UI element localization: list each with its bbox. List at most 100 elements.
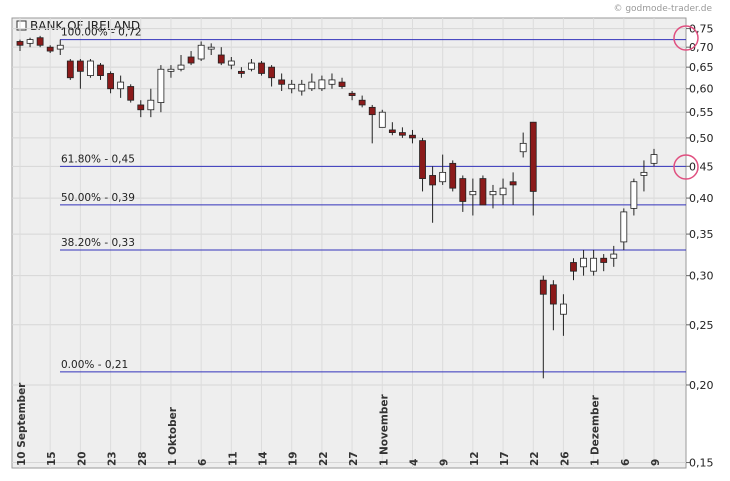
candle-body <box>167 68 175 72</box>
candle-body <box>338 81 346 87</box>
candle-body <box>298 83 306 92</box>
x-tick-label: 23 <box>107 451 119 466</box>
candle-body <box>207 46 215 50</box>
candle-body <box>26 39 34 44</box>
candle-body <box>529 121 537 192</box>
y-tick-label: 0,40 <box>689 192 714 205</box>
x-tick-label: 6 <box>620 459 632 466</box>
y-tick-label: 0,25 <box>689 319 714 332</box>
candle-body <box>56 44 64 50</box>
x-tick-label: 27 <box>348 451 360 466</box>
layer: 0,75 0,70 0,65 0,60 0,55 0,50 0,45 0,40 0,35 0,30… <box>12 18 714 470</box>
y-tick-label: 0,35 <box>689 228 714 241</box>
candle-body <box>429 175 437 186</box>
candle-body <box>197 44 205 60</box>
x-tick-label: 15 <box>46 451 58 466</box>
candle-body <box>560 303 567 315</box>
fib-label: 50.00% - 0,39 <box>61 192 135 204</box>
candle-body <box>469 191 477 196</box>
highlight-circle <box>673 154 699 180</box>
x-tick-label: 26 <box>559 451 571 466</box>
candle-body <box>46 46 54 52</box>
candle-body <box>409 134 416 139</box>
candle-body <box>459 178 467 202</box>
candle-body <box>630 181 638 209</box>
x-tick-label: 9 <box>439 459 451 466</box>
candle-body <box>288 83 296 90</box>
candle-body <box>650 154 658 164</box>
x-tick-label: 9 <box>650 459 662 466</box>
candle-body <box>479 178 487 206</box>
candle-body <box>348 92 356 96</box>
x-tick-label: 12 <box>469 451 481 466</box>
highlight-circle <box>673 25 699 51</box>
x-tick-label: 11 <box>227 451 239 466</box>
candle-body <box>177 64 185 70</box>
candle-body <box>107 73 114 90</box>
fib-label: 100.00% - 0,72 <box>61 27 142 39</box>
candle-body <box>308 81 316 90</box>
x-tick-label: 22 <box>529 451 541 466</box>
candle-body <box>489 191 497 196</box>
candle-body <box>227 60 235 66</box>
x-tick-label: 1 Oktober <box>167 406 179 466</box>
candle-body <box>570 262 577 272</box>
y-tick-label: 0,50 <box>689 132 714 145</box>
candle-body <box>610 253 618 259</box>
candle-body <box>499 187 507 196</box>
candle-body <box>600 257 608 263</box>
fib-label: 38.20% - 0,33 <box>61 237 135 249</box>
x-tick-label: 1 Dezember <box>590 394 602 466</box>
y-tick-label: 0,60 <box>689 83 714 96</box>
candle-body <box>318 79 326 90</box>
candle-body <box>76 60 84 72</box>
candle-body <box>16 41 24 46</box>
y-tick-label: 0,45 <box>689 160 714 173</box>
y-tick-label: 0,70 <box>689 41 714 54</box>
candle-body <box>620 211 628 243</box>
chart-title: BANK OF IRELAND <box>30 19 140 33</box>
x-tick-label: 14 <box>258 451 270 466</box>
candle-body <box>137 104 145 111</box>
y-tick-label: 0,20 <box>689 379 714 392</box>
candle-body <box>187 56 195 64</box>
candle-body <box>147 99 155 111</box>
x-tick-label: 19 <box>288 451 300 466</box>
candle-body <box>590 257 598 272</box>
candle-body <box>640 171 648 176</box>
source: © godmode-trader.de <box>613 4 712 14</box>
candle-body <box>580 257 587 268</box>
y-tick-label: 0,65 <box>689 61 714 74</box>
fib-label: 61.80% - 0,45 <box>61 153 135 165</box>
candle-body <box>328 79 336 85</box>
candle-body <box>127 86 135 101</box>
candle-body <box>419 140 426 179</box>
candle-body <box>87 60 94 76</box>
x-tick-label: 20 <box>76 451 88 466</box>
candle-body <box>519 142 527 153</box>
candle-body <box>539 279 547 295</box>
candle-body <box>258 62 265 74</box>
candle-body <box>248 62 255 70</box>
candle-body <box>449 162 457 189</box>
title-icon <box>16 20 27 31</box>
candle-body <box>378 111 386 128</box>
candle-body <box>157 68 165 103</box>
y-tick-label: 0,75 <box>689 23 714 36</box>
fib-label: 0.00% - 0,21 <box>61 359 128 371</box>
y-tick-label: 0,55 <box>689 106 714 119</box>
candle-body <box>368 106 376 116</box>
candle-body <box>388 129 396 133</box>
candle-body <box>399 132 406 136</box>
candle-body <box>268 66 275 79</box>
candle-body <box>66 60 74 79</box>
candle-body <box>36 37 44 46</box>
x-tick-label: 4 <box>408 459 420 466</box>
candle-body <box>237 70 245 74</box>
candle-body <box>117 81 125 90</box>
candle-body <box>97 64 104 76</box>
x-tick-label: 6 <box>197 459 209 466</box>
candle-body <box>549 284 557 305</box>
candle-body <box>358 99 366 106</box>
